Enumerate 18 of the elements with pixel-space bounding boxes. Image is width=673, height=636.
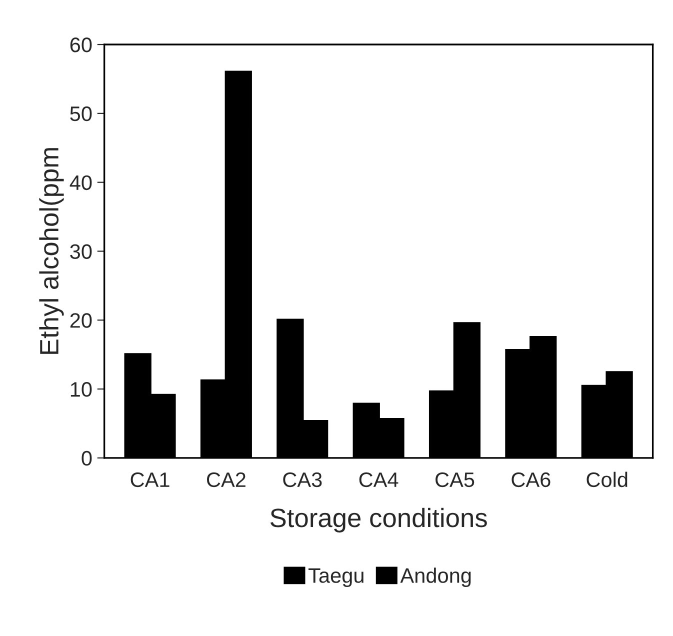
- x-tick-label: CA3: [283, 472, 322, 488]
- x-tick-label: CA6: [512, 472, 550, 488]
- legend-label: Andong: [400, 568, 471, 588]
- x-axis-title: Storage conditions: [270, 508, 487, 532]
- x-tick-label: CA2: [206, 472, 246, 488]
- y-tick-label: 60: [70, 38, 92, 52]
- y-tick-label: 50: [70, 106, 92, 122]
- y-tick-label: 0: [82, 450, 92, 466]
- x-tick-label: CA4: [359, 472, 398, 488]
- y-axis-title: Ethyl alcohol(ppm: [39, 148, 64, 354]
- y-tick-label: 20: [70, 313, 92, 328]
- legend-label: Taegu: [308, 568, 364, 588]
- y-tick-label: 10: [70, 382, 92, 397]
- x-tick-label: CA5: [436, 472, 474, 488]
- y-tick-label: 40: [70, 175, 92, 190]
- y-tick-label: 30: [70, 244, 92, 259]
- x-tick-label: CA1: [130, 472, 170, 488]
- x-tick-label: Cold: [586, 472, 628, 488]
